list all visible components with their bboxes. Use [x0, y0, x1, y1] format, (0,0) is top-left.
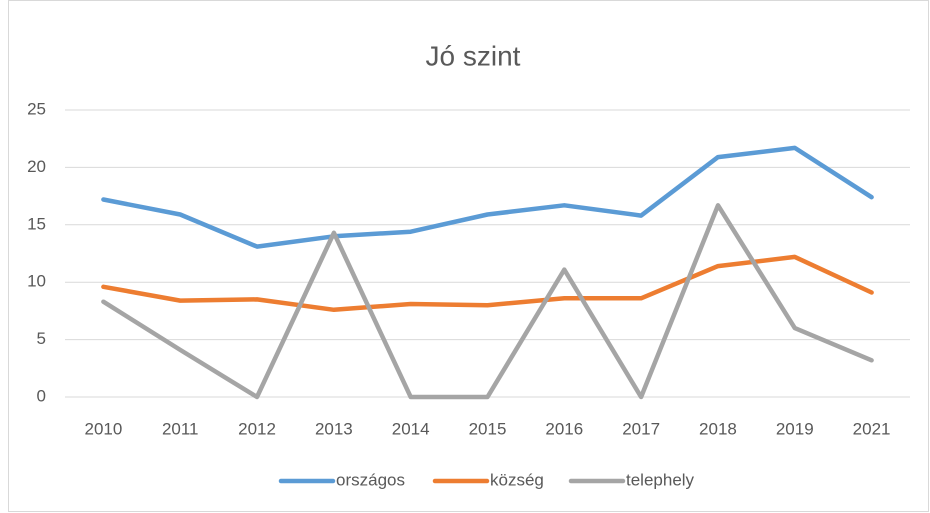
y-tick-label: 0 — [37, 386, 46, 405]
legend-label: országos — [336, 470, 405, 489]
x-tick-label: 2014 — [392, 419, 430, 438]
series-line — [101, 203, 874, 400]
x-tick-label: 2012 — [238, 419, 276, 438]
x-tick-label: 2011 — [162, 419, 199, 438]
x-tick-label: 2018 — [699, 419, 737, 438]
x-tick-label: 2021 — [853, 419, 891, 438]
x-tick-label: 2013 — [315, 419, 353, 438]
x-tick-label: 2010 — [84, 419, 122, 438]
x-tick-label: 2017 — [622, 419, 660, 438]
chart-title: Jó szint — [426, 40, 521, 71]
legend-label: telephely — [626, 470, 695, 489]
y-tick-label: 25 — [27, 99, 46, 118]
x-tick-label: 2015 — [469, 419, 507, 438]
x-tick-label: 2016 — [545, 419, 583, 438]
y-tick-label: 10 — [27, 272, 46, 291]
y-tick-label: 5 — [37, 329, 46, 348]
chart-border — [8, 0, 929, 512]
series-line — [101, 145, 874, 249]
y-tick-label: 20 — [27, 157, 46, 176]
legend-label: község — [490, 470, 544, 489]
series-line — [101, 254, 874, 313]
y-tick-label: 15 — [27, 214, 46, 233]
x-tick-label: 2019 — [776, 419, 814, 438]
